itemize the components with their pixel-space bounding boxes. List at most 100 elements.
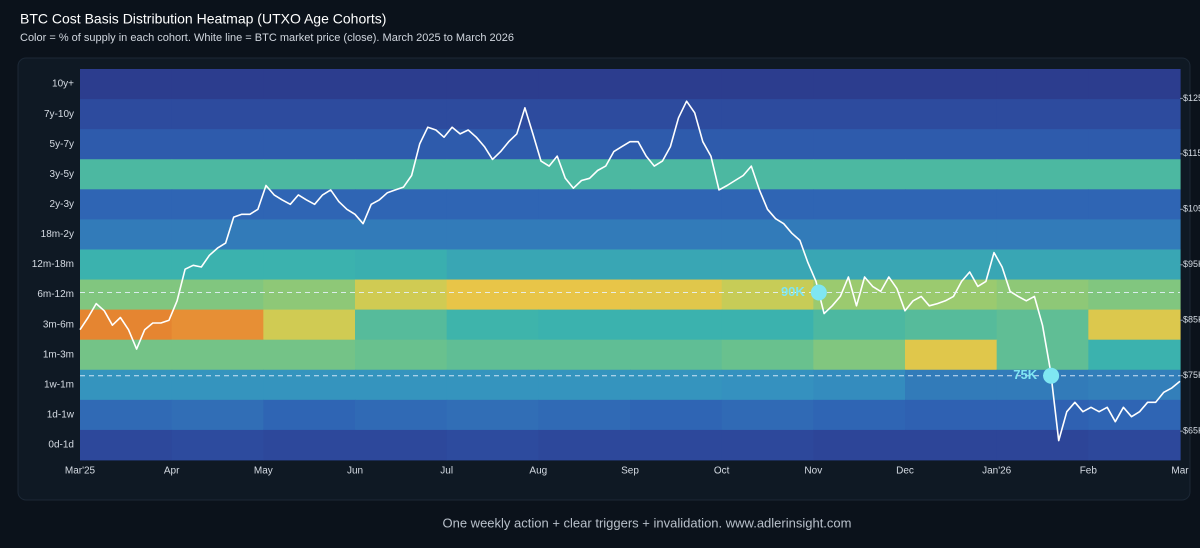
heat-cell: [630, 279, 723, 311]
heat-cell: [171, 219, 264, 250]
heat-cell: [905, 219, 998, 250]
heat-cell: [905, 429, 998, 461]
heat-cell: [538, 99, 631, 130]
heat-cell: [1088, 129, 1181, 160]
row-label: 3y-5y: [50, 169, 74, 180]
heat-cell: [171, 69, 264, 100]
heat-cell: [630, 429, 723, 461]
heat-cell: [263, 159, 356, 190]
heat-cell: [263, 399, 356, 431]
heat-cell: [171, 399, 264, 431]
heat-cell: [171, 369, 264, 401]
row-label: 0d-1d: [48, 440, 74, 451]
heat-cell: [446, 219, 539, 250]
heat-cell: [996, 399, 1089, 431]
heat-cell: [721, 99, 814, 130]
heat-cell: [446, 429, 539, 461]
heat-cell: [996, 159, 1089, 190]
level-dot: [1043, 367, 1060, 384]
heat-cell: [813, 159, 906, 190]
heat-cell: [171, 279, 264, 311]
x-tick-label: Jul: [440, 466, 453, 477]
y2-tick-label: $115K: [1183, 148, 1200, 158]
heat-cell: [80, 219, 173, 250]
heat-cell: [1088, 339, 1181, 371]
heat-cell: [813, 219, 906, 250]
heat-cell: [721, 399, 814, 431]
heat-cell: [996, 249, 1089, 280]
heat-cell: [905, 309, 998, 341]
heat-cell: [80, 339, 173, 371]
heat-cell: [171, 429, 264, 461]
level-label: 90K: [781, 284, 805, 299]
heat-cell: [446, 159, 539, 190]
heat-cell: [80, 129, 173, 160]
heat-cell: [813, 339, 906, 371]
heat-cell: [996, 129, 1089, 160]
row-label: 3m-6m: [43, 319, 74, 330]
heat-cell: [630, 189, 723, 220]
row-label: 5y-7y: [50, 139, 74, 150]
heat-cell: [996, 429, 1089, 461]
x-tick-label: Nov: [804, 466, 822, 477]
heat-cell: [538, 159, 631, 190]
heat-cell: [80, 69, 173, 100]
heat-cell: [630, 129, 723, 160]
heat-cell: [905, 339, 998, 371]
heat-cell: [355, 339, 448, 371]
heat-cell: [80, 369, 173, 401]
x-tick-label: Jun: [347, 466, 363, 477]
heat-cell: [538, 189, 631, 220]
row-label: 10y+: [52, 79, 74, 90]
heat-cell: [446, 369, 539, 401]
chart-title: BTC Cost Basis Distribution Heatmap (UTX…: [20, 11, 386, 27]
heat-cell: [996, 369, 1089, 401]
heat-cell: [355, 309, 448, 341]
row-label: 12m-18m: [32, 259, 74, 270]
heat-cell: [171, 189, 264, 220]
footer: One weekly action + clear triggers + inv…: [443, 515, 852, 530]
heat-cell: [263, 309, 356, 341]
heat-cell: [446, 99, 539, 130]
row-label: 1w-1m: [44, 379, 74, 390]
heat-cell: [263, 279, 356, 311]
heat-cell: [630, 399, 723, 431]
row-label: 1m-3m: [43, 349, 74, 360]
heat-cell: [721, 129, 814, 160]
heat-cell: [80, 279, 173, 311]
heat-cell: [446, 249, 539, 280]
heat-cell: [996, 69, 1089, 100]
heat-cell: [263, 219, 356, 250]
heat-cell: [905, 69, 998, 100]
y2-tick-label: $75K: [1183, 370, 1200, 380]
y2-tick-label: $85K: [1183, 315, 1200, 325]
heat-cell: [538, 219, 631, 250]
heat-cell: [721, 309, 814, 341]
heat-cell: [263, 339, 356, 371]
heat-cell: [355, 399, 448, 431]
y2-tick-label: $65K: [1183, 426, 1200, 436]
y2-tick-label: $125K: [1183, 93, 1200, 103]
heat-cell: [813, 429, 906, 461]
heat-cell: [813, 99, 906, 130]
x-tick-label: Sep: [621, 466, 639, 477]
heat-cell: [721, 219, 814, 250]
heat-cell: [538, 69, 631, 100]
x-tick-label: Oct: [714, 466, 730, 477]
heat-cell: [538, 339, 631, 371]
heat-cell: [1088, 189, 1181, 220]
heat-cell: [538, 279, 631, 311]
heat-cell: [263, 129, 356, 160]
heat-cell: [263, 189, 356, 220]
heat-cell: [446, 279, 539, 311]
heat-cell: [905, 369, 998, 401]
x-tick-label: Aug: [529, 466, 547, 477]
heat-cell: [905, 279, 998, 311]
x-tick-label: Mar: [1171, 466, 1189, 477]
heat-cell: [905, 129, 998, 160]
heat-cell: [80, 399, 173, 431]
heat-cell: [355, 159, 448, 190]
heat-cell: [1088, 249, 1181, 280]
heat-cell: [813, 309, 906, 341]
heat-cell: [813, 129, 906, 160]
